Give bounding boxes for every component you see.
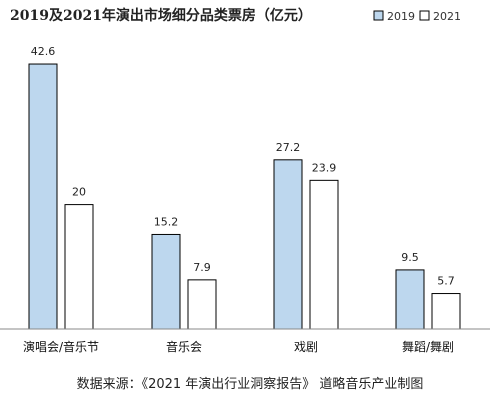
value-label-2021-0: 20 <box>72 186 86 199</box>
bar-2019-2 <box>273 159 303 330</box>
bar-2019-1 <box>151 233 181 330</box>
legend-swatch-2021 <box>419 10 430 21</box>
bar-2019-3 <box>395 269 425 330</box>
value-label-2019-2: 27.2 <box>276 141 301 154</box>
source-note: 数据来源：《2021 年演出行业洞察报告》 道略音乐产业制图 <box>77 376 424 392</box>
value-label-2019-3: 9.5 <box>401 251 419 264</box>
bar-2019-0 <box>28 63 58 330</box>
value-label-2021-3: 5.7 <box>437 275 455 288</box>
legend-swatch-2019 <box>373 10 384 21</box>
category-labels-group: 演唱会/音乐节 音乐会 戏剧 舞蹈/舞剧 <box>23 339 454 354</box>
value-label-2019-0: 42.6 <box>31 45 56 58</box>
chart-title: 2019及2021年演出市场细分品类票房（亿元） <box>10 7 312 24</box>
bar-2021-2 <box>309 179 339 330</box>
value-label-2019-1: 15.2 <box>154 215 179 228</box>
category-label-0: 演唱会/音乐节 <box>23 339 99 354</box>
category-label-2: 戏剧 <box>294 340 318 354</box>
category-label-1: 音乐会 <box>166 339 202 354</box>
bar-2021-0 <box>64 204 94 330</box>
legend: 2019 2021 <box>373 10 461 23</box>
value-label-2021-1: 7.9 <box>193 261 211 274</box>
category-label-3: 舞蹈/舞剧 <box>402 340 454 354</box>
legend-label-2019: 2019 <box>387 10 415 23</box>
bars-group <box>28 63 461 330</box>
legend-label-2021: 2021 <box>433 10 461 23</box>
value-labels-group: 42.6 20 15.2 7.9 27.2 23.9 9.5 5.7 <box>31 45 455 288</box>
bar-2021-1 <box>187 279 217 330</box>
value-label-2021-2: 23.9 <box>312 161 337 174</box>
bar-2021-3 <box>431 293 461 330</box>
